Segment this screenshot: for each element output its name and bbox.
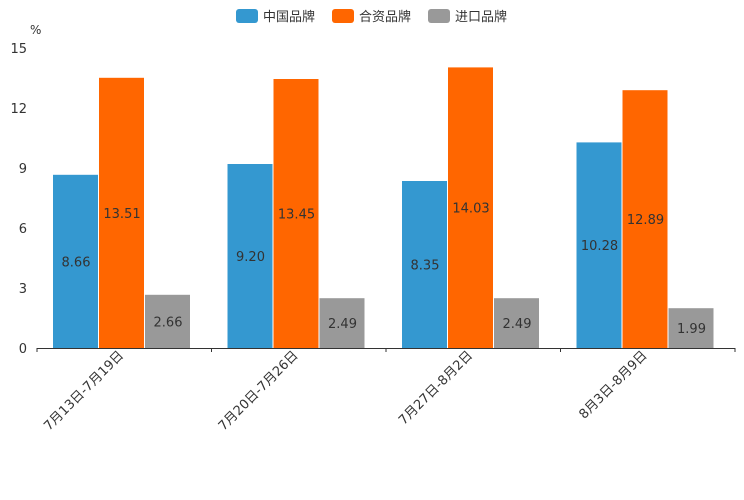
bar-value-label: 13.51	[103, 207, 140, 222]
bar-value-label: 2.66	[154, 315, 183, 330]
legend-label: 中国品牌	[263, 9, 315, 25]
bar	[319, 298, 365, 348]
x-tick-label: 7月13日-7月19日	[41, 348, 127, 434]
legend-item[interactable]: 进口品牌	[428, 9, 507, 25]
x-axis: 7月13日-7月19日 7月20日-7月26日 7月27日-8月2日 8月3日-8月9…	[36, 348, 736, 434]
y-tick-label: 15	[10, 42, 27, 57]
bar	[273, 79, 319, 348]
y-tick-label: 12	[10, 102, 27, 117]
x-tick-label: 7月27日-8月2日	[396, 348, 476, 428]
legend-item[interactable]: 中国品牌	[236, 9, 315, 25]
bar	[145, 294, 190, 348]
y-tick-label: 3	[19, 282, 27, 297]
bar	[402, 181, 447, 348]
bar-value-label: 2.49	[328, 317, 357, 332]
bar-value-label: 9.20	[236, 250, 265, 265]
bar	[494, 298, 539, 348]
y-tick-label: 0	[19, 342, 27, 357]
bars: 8.66 13.51 2.66 9.20 13.45 2.49 8.35 14.03 2.49 1…	[53, 67, 714, 349]
legend-label: 合资品牌	[359, 9, 411, 25]
bar	[53, 174, 98, 348]
legend: 中国品牌 合资品牌 进口品牌	[236, 9, 507, 25]
bar-value-label: 14.03	[452, 202, 489, 217]
bar	[227, 164, 273, 348]
y-axis-label: %	[30, 23, 41, 37]
bar-value-label: 13.45	[278, 208, 315, 223]
bar-value-label: 2.49	[503, 317, 532, 332]
y-tick-label: 6	[19, 222, 27, 237]
bar-value-label: 8.66	[62, 255, 91, 270]
legend-item[interactable]: 合资品牌	[332, 9, 411, 25]
bar	[668, 308, 714, 348]
legend-swatch	[236, 9, 258, 23]
bar-value-label: 8.35	[411, 259, 440, 274]
bar-value-label: 10.28	[581, 239, 618, 254]
bar-value-label: 12.89	[627, 213, 664, 228]
y-tick-label: 9	[19, 162, 27, 177]
x-tick-label: 7月20日-7月26日	[216, 348, 302, 434]
bar	[576, 142, 622, 348]
x-tick-label: 8月3日-8月9日	[576, 348, 650, 422]
legend-swatch	[428, 9, 450, 23]
legend-swatch	[332, 9, 354, 23]
bar-value-label: 1.99	[677, 322, 706, 337]
bar	[99, 77, 144, 349]
bar	[448, 67, 493, 349]
bar	[622, 90, 668, 348]
legend-label: 进口品牌	[455, 9, 507, 25]
y-axis: 0 3 6 9 12 15	[10, 42, 27, 357]
